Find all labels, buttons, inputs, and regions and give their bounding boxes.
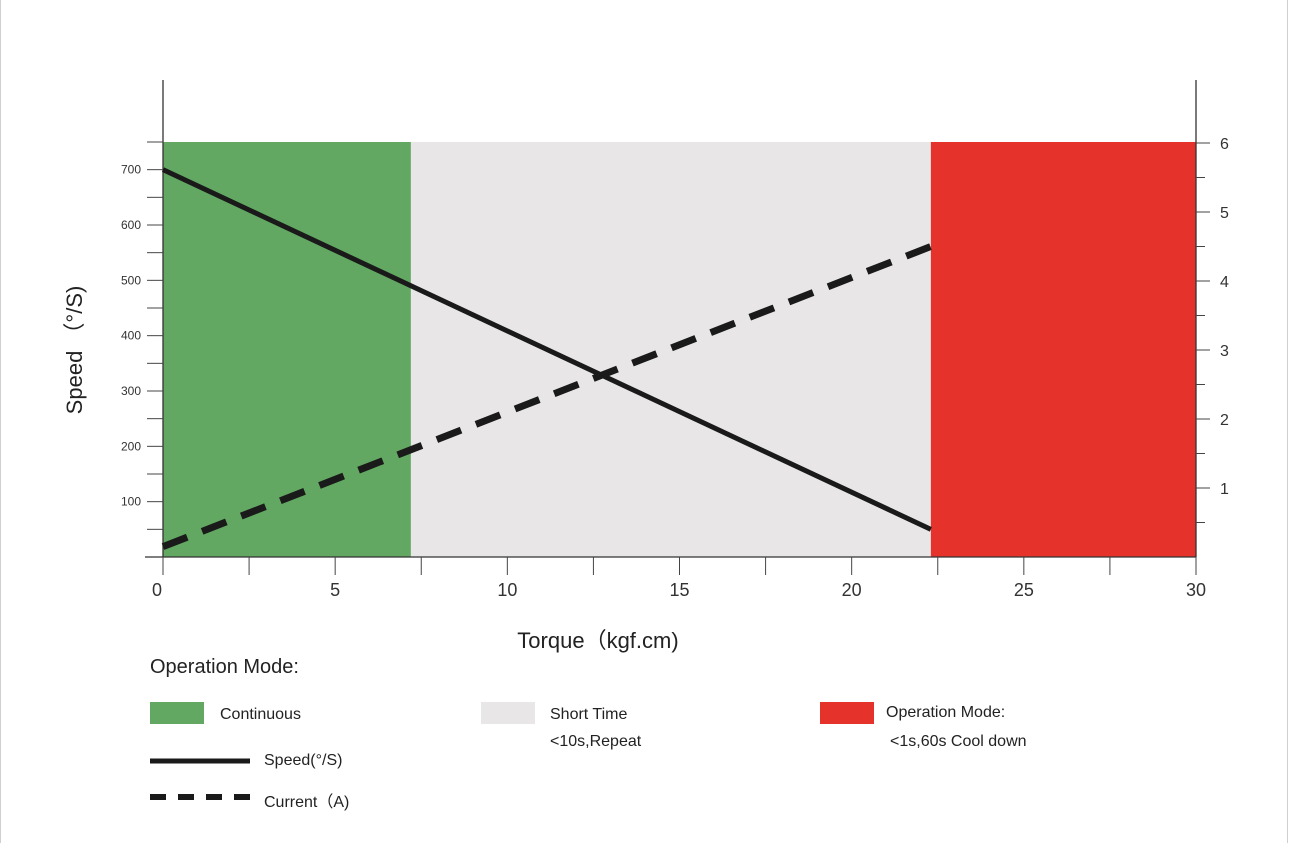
series-line-current [161, 243, 933, 550]
region-continuous [163, 142, 411, 557]
y2-tick-label: 3 [1220, 343, 1229, 360]
y2-tick-label: 5 [1220, 205, 1229, 222]
y-axis-label: Speed （°/S) [62, 286, 87, 415]
y-tick-label: 500 [121, 273, 141, 287]
y-tick-label: 600 [121, 218, 141, 232]
legend-label-continuous: Continuous [220, 706, 301, 723]
mode-regions [163, 142, 1196, 557]
y-tick-label: 300 [121, 384, 141, 398]
tick-labels: 100 200 300 400 500 600 700 1 2 3 4 5 6 0 5 10 15 20 25 30 [121, 136, 1229, 600]
x-tick-label: 15 [669, 580, 689, 600]
y-tick-label: 100 [121, 495, 141, 509]
x-tick-label: 5 [330, 580, 340, 600]
x-tick-label: 10 [497, 580, 517, 600]
legend-swatch-continuous [150, 702, 204, 724]
legend-label-current: Current（A) [264, 794, 350, 811]
x-tick-label: 30 [1186, 580, 1206, 600]
legend-line-speed [150, 758, 250, 764]
region-operation-mode [930, 142, 1196, 557]
x-tick-label: 25 [1014, 580, 1034, 600]
legend-swatch-operation-mode [820, 702, 874, 724]
x-tick-label: 20 [842, 580, 862, 600]
y-tick-label: 200 [121, 439, 141, 453]
x-axis-label: Torque（kgf.cm) [517, 628, 678, 653]
legend-label-speed: Speed(°/S) [264, 752, 343, 769]
legend-line-current [150, 794, 254, 800]
legend-title: Operation Mode: [150, 656, 299, 678]
x-tick-label: 0 [152, 580, 162, 600]
y-tick-label: 400 [121, 329, 141, 343]
legend-note-operation-mode: <1s,60s Cool down [890, 733, 1027, 750]
series-lines [161, 167, 933, 550]
y2-tick-label: 1 [1220, 481, 1229, 498]
legend-note-short-time: <10s,Repeat [550, 733, 642, 750]
legend-label-operation-mode: Operation Mode: [886, 704, 1006, 721]
axes [145, 80, 1210, 575]
y2-tick-label: 2 [1220, 412, 1229, 429]
y2-tick-label: 4 [1220, 274, 1229, 291]
y-tick-label: 700 [121, 163, 141, 177]
y2-tick-label: 6 [1220, 136, 1229, 153]
legend-label-short-time: Short Time [550, 706, 628, 723]
series-line-speed [161, 167, 932, 532]
legend-swatch-short-time [481, 702, 535, 724]
